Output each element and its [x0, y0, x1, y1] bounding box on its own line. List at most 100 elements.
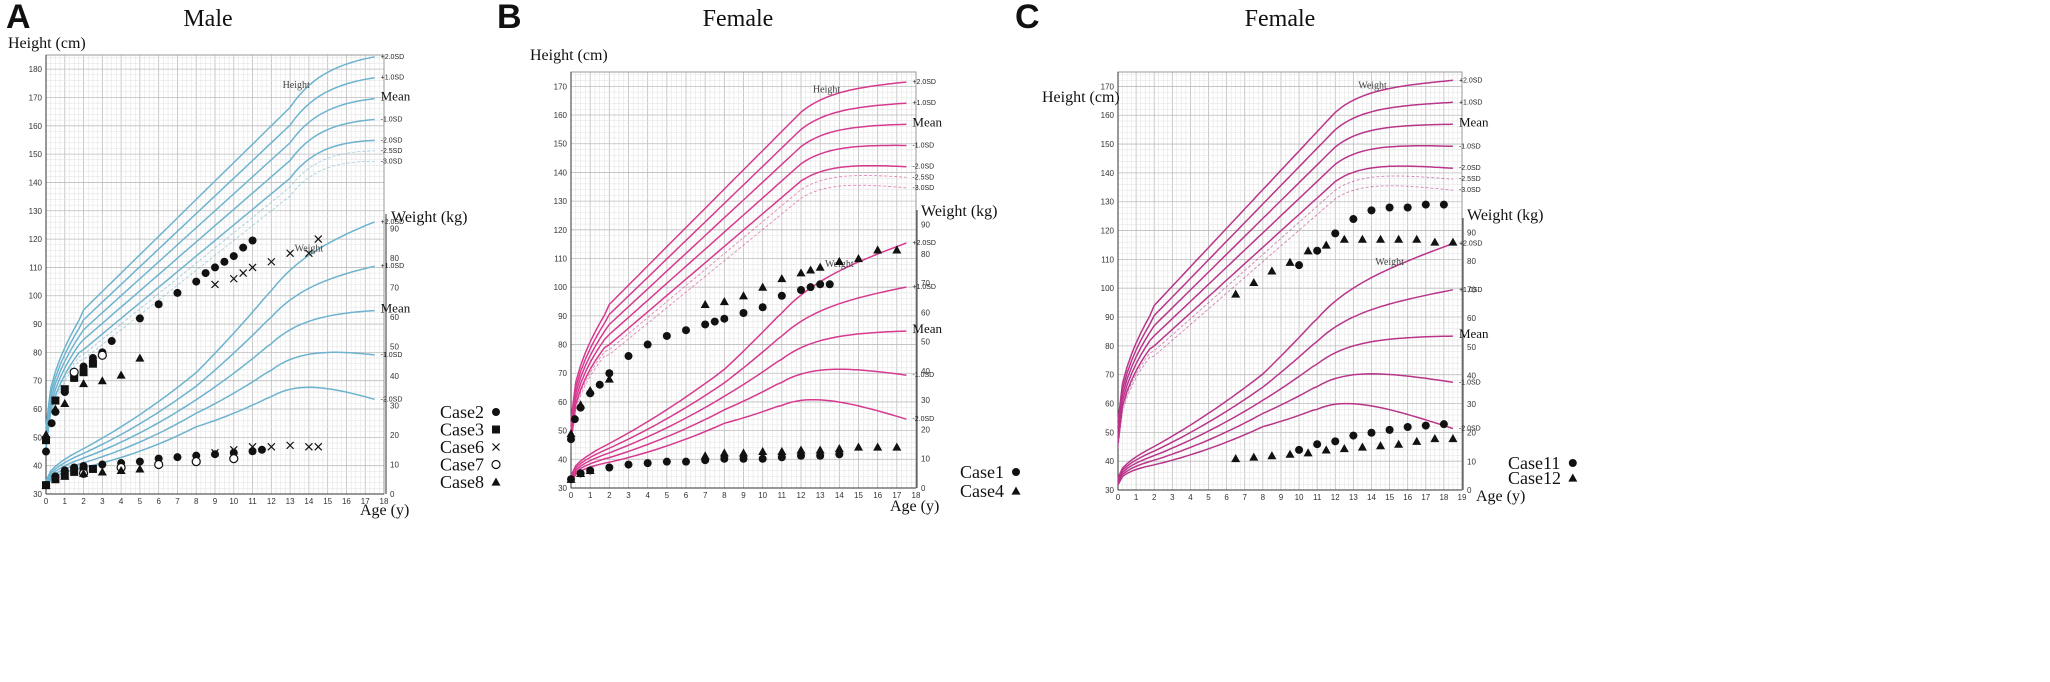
height-sd-label: +1.0SD [1459, 99, 1483, 106]
y2-tick-label: 0 [1467, 486, 1472, 495]
y2-tick-label: 60 [1467, 314, 1476, 323]
weight-point [758, 446, 768, 456]
y-tick-label: 50 [558, 427, 567, 436]
height-point [758, 282, 768, 291]
weight-point [41, 480, 51, 489]
x-tick-label: 6 [1224, 493, 1229, 502]
weight-point [777, 446, 787, 456]
x-tick-label: 10 [758, 491, 767, 500]
weight-point [229, 445, 238, 454]
height-point [97, 376, 107, 385]
y-tick-label: 140 [1101, 169, 1115, 178]
legend-marker [491, 459, 501, 470]
x-tick-label: 17 [1421, 493, 1430, 502]
height-point [239, 269, 248, 278]
x-tick-label: 8 [194, 497, 199, 506]
height-sd-label: +2.0SD [381, 54, 405, 61]
weight-sd-label: -2.0SD [381, 396, 403, 403]
height-point [624, 352, 633, 361]
x-tick-label: 2 [607, 491, 612, 500]
height-point [662, 331, 671, 340]
weight-point [1331, 437, 1340, 446]
y-tick-label: 60 [1105, 400, 1114, 409]
height-curve-line [570, 175, 907, 444]
height-point [286, 249, 295, 258]
x-stroke [492, 443, 500, 451]
x-axis-title: Age (y) [360, 502, 409, 519]
height-sd-label: -2.0SD [381, 137, 403, 144]
weight-point [719, 448, 729, 457]
x-tick-label: 15 [1385, 493, 1394, 502]
height-curve-line [570, 102, 907, 426]
y2-axis-title: Weight (kg) [391, 209, 467, 226]
height-point [1303, 246, 1313, 255]
weight-point [70, 467, 79, 476]
y-tick-label: 30 [1105, 486, 1114, 495]
legend-label: Case4 [960, 481, 1004, 501]
height-point [892, 245, 902, 254]
y2-tick-label: 70 [921, 279, 930, 288]
series-case8 [41, 353, 145, 489]
weight-point [835, 450, 844, 459]
legend-label: Case8 [440, 472, 484, 492]
legend-label: Case3 [440, 420, 484, 440]
height-point [777, 291, 786, 300]
height-sd-label: -1.0SD [1459, 143, 1481, 150]
height-curve-line [45, 160, 375, 453]
y2-tick-label: 0 [390, 490, 395, 499]
weight-sd-label: Mean [1459, 326, 1489, 341]
weight-point [624, 460, 633, 469]
height-sd-label: Mean [1459, 114, 1489, 129]
y-tick-label: 150 [554, 140, 568, 149]
weight-point [1249, 452, 1259, 461]
height-point [1231, 289, 1241, 298]
x-tick-label: 13 [1349, 493, 1358, 502]
x-stroke [211, 280, 219, 289]
weight-curve-line [45, 221, 375, 482]
weight-sd-label: -2.0SD [1459, 426, 1481, 433]
weight-point [854, 442, 863, 451]
y2-axis-title: Weight (kg) [921, 203, 997, 220]
y-tick-label: 100 [554, 283, 568, 292]
height-point [248, 236, 257, 245]
weight-point [585, 465, 595, 475]
weight-sd-label: -2.0SD [912, 416, 934, 423]
y-tick-label: 100 [29, 292, 43, 301]
height-curve-line [1117, 101, 1453, 428]
height-point [173, 288, 182, 297]
x-tick-label: 12 [1331, 493, 1340, 502]
y2-tick-label: 10 [390, 461, 399, 470]
height-point [50, 404, 60, 413]
y2-tick-label: 80 [390, 254, 399, 263]
height-point [1285, 257, 1295, 266]
x-tick-label: 3 [100, 497, 105, 506]
height-point [1295, 261, 1304, 270]
y-tick-label: 60 [33, 405, 42, 414]
y-tick-label: 160 [29, 122, 43, 131]
x-tick-label: 18 [380, 497, 389, 506]
weight-point [1376, 441, 1386, 450]
height-sd-label: -1.0SD [912, 143, 934, 150]
y2-tick-label: 10 [921, 455, 930, 464]
height-sd-label: -2.5SD [912, 174, 934, 181]
height-point [211, 263, 219, 272]
x-tick-label: 10 [229, 497, 238, 506]
weight-curve-label: Weight [295, 243, 324, 254]
y2-tick-label: 60 [390, 313, 399, 322]
height-curve-label: Weight [1358, 81, 1387, 92]
y-tick-label: 110 [554, 254, 567, 263]
weight-point [1412, 436, 1422, 445]
height-sd-label: -3.0SD [912, 185, 934, 192]
height-curve-line [45, 97, 375, 438]
weight-sd-label: +2.0SD [1459, 241, 1483, 248]
height-point [1385, 203, 1394, 212]
y-tick-label: 160 [554, 111, 568, 120]
y-tick-label: 70 [33, 377, 42, 386]
panel-label: C [1015, 0, 1040, 36]
weight-point [739, 448, 748, 457]
height-point [1439, 200, 1448, 209]
height-point [739, 291, 748, 300]
height-point [1448, 237, 1458, 246]
x-tick-label: 1 [63, 497, 68, 506]
